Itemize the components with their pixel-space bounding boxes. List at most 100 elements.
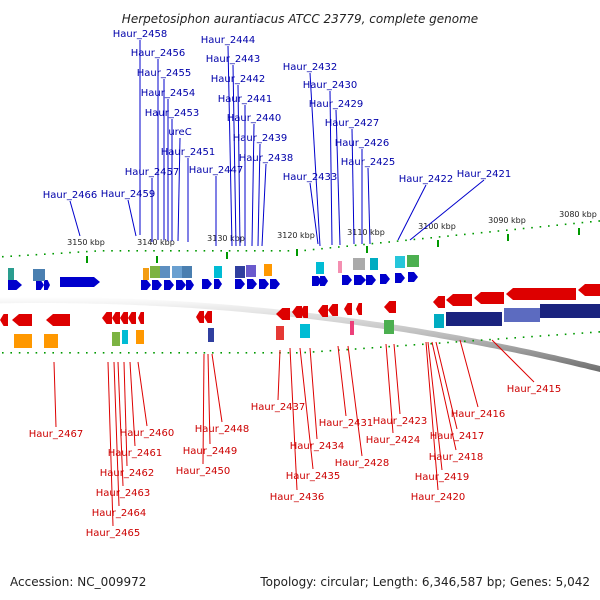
tick-dot: [2, 352, 4, 354]
forward-feature-box: [150, 266, 160, 278]
reverse-gene-arrow: [506, 288, 576, 300]
tick-dot: [111, 352, 113, 354]
tick-dot: [144, 352, 147, 354]
forward-gene-arrow: [259, 279, 269, 289]
tick-dot: [228, 352, 231, 354]
gene-label-bottom: Haur_2420: [411, 492, 466, 503]
tick-dot: [119, 250, 122, 252]
tick-dot: [102, 352, 105, 354]
tick-dot: [69, 251, 71, 254]
tick-dot: [270, 250, 273, 252]
tick-dot: [455, 234, 458, 236]
tick-dot: [514, 228, 516, 231]
tick-dot: [270, 352, 273, 354]
reverse-gene-arrow: [578, 284, 600, 296]
reverse-feature-box: [300, 324, 310, 338]
tick-dot: [77, 251, 80, 253]
forward-gene-arrow: [366, 275, 376, 285]
tick-dot: [119, 352, 122, 354]
bottom-leader-line: [202, 353, 205, 465]
tick-dot: [564, 333, 567, 336]
gene-labels: Haur_2458 Haur_2456 Haur_2455 Haur_2454 Haur…: [29, 29, 562, 539]
gene-label-bottom: Haur_2424: [366, 435, 421, 446]
tick-dot: [312, 351, 315, 353]
tick-dot: [220, 352, 222, 354]
tick-dot: [396, 345, 399, 347]
tick-dot: [220, 250, 222, 252]
tick-dot: [35, 253, 38, 256]
tick-dot: [497, 230, 500, 232]
gene-label-top: Haur_2458: [113, 29, 168, 40]
forward-gene-arrow: [395, 273, 405, 283]
tick-dot: [161, 250, 164, 252]
gene-label-bottom: Haur_2434: [290, 441, 345, 452]
tick-dot: [203, 250, 206, 252]
tick-dot: [522, 227, 525, 230]
top-leader-line: [309, 182, 319, 245]
bottom-leader-line: [299, 347, 314, 470]
forward-gene-arrow: [408, 272, 418, 282]
reverse-feature-box: [208, 328, 214, 342]
gene-label-bottom: Haur_2437: [251, 402, 306, 413]
leader-lines: [53, 40, 535, 527]
scale-label: 3110 kbp: [347, 228, 385, 237]
bottom-leader-line: [207, 353, 211, 445]
forward-feature-box: [182, 266, 192, 278]
gene-label-top: Haur_2433: [283, 172, 338, 183]
reverse-gene-arrow: [276, 308, 290, 320]
scale-label: 3150 kbp: [67, 238, 105, 247]
gene-label-bottom: Haur_2464: [92, 508, 147, 519]
tick-dot: [573, 222, 575, 225]
gene-label-bottom: Haur_2448: [195, 424, 250, 435]
scale-major-tick: [226, 252, 228, 259]
tick-dot: [195, 250, 197, 252]
reverse-gene-arrow: [128, 312, 136, 324]
forward-feature-box: [172, 266, 182, 278]
gene-label-bottom: Haur_2419: [415, 472, 470, 483]
forward-gene-arrow: [270, 279, 280, 289]
gene-label-top: Haur_2430: [303, 80, 358, 91]
tick-dot: [128, 250, 130, 252]
tick-dot: [2, 255, 4, 258]
bottom-leader-line: [459, 339, 479, 408]
gene-label-top: Haur_2444: [201, 35, 256, 46]
reverse-feature-box: [122, 330, 128, 344]
forward-gene-arrow: [44, 280, 50, 290]
tick-dot: [77, 352, 80, 354]
forward-feature-box: [214, 266, 222, 278]
forward-feature-box: [370, 258, 378, 270]
tick-dot: [27, 352, 29, 354]
forward-gene-arrow: [312, 276, 322, 286]
reverse-gene-arrow: [344, 303, 352, 315]
reverse-gene-arrow: [292, 306, 302, 318]
scale-major-tick: [366, 246, 368, 253]
tick-dot: [354, 348, 357, 350]
tick-dot: [287, 250, 290, 252]
forward-feature-box: [316, 262, 324, 274]
gene-label-bottom: Haur_2436: [270, 492, 325, 503]
tick-dot: [170, 352, 172, 354]
tick-dot: [228, 250, 231, 252]
forward-feature-box: [33, 269, 45, 281]
tick-dot: [279, 250, 281, 252]
scale-label: 3120 kbp: [277, 231, 315, 240]
forward-feature-box: [8, 268, 14, 280]
tick-dot: [60, 252, 63, 254]
tick-dot: [111, 250, 113, 252]
tick-dot: [363, 347, 365, 350]
bottom-leader-line: [53, 361, 57, 428]
tick-dot: [464, 233, 466, 236]
tick-dot: [153, 250, 155, 252]
bottom-leader-line: [277, 349, 281, 401]
reverse-feature-box: [350, 321, 354, 335]
reverse-feature-box: [14, 334, 32, 348]
gene-label-top: Haur_2425: [341, 157, 396, 168]
tick-dot: [136, 352, 138, 354]
gene-label-top: ureC: [168, 127, 191, 138]
forward-gene-arrow: [214, 279, 222, 289]
gene-label-bottom: Haur_2418: [429, 452, 484, 463]
tick-dot: [136, 250, 138, 252]
tick-dot: [363, 243, 365, 246]
tick-dot: [438, 342, 441, 344]
